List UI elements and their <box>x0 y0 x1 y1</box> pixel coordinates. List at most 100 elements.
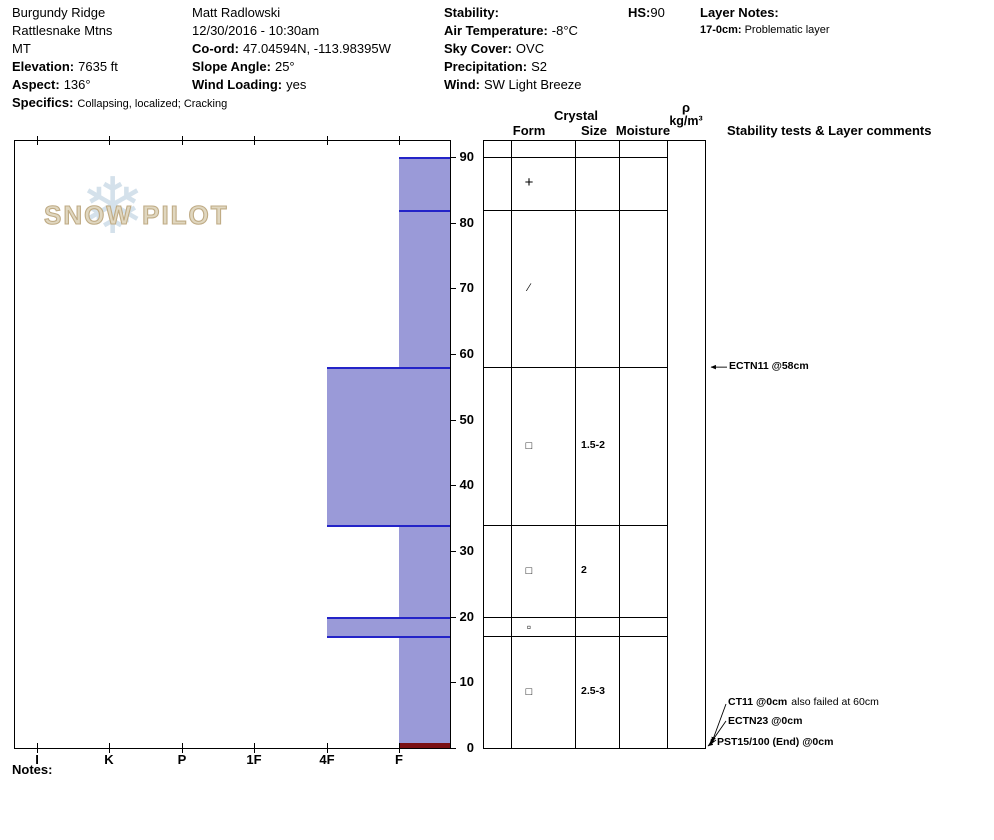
table-grid-vline <box>511 140 512 749</box>
stability-test-label: ECTN23 @0cm <box>728 715 802 727</box>
layer-note-range: 17-0cm: <box>700 24 742 36</box>
table-grid-vline <box>619 140 620 749</box>
wind-loading-line: Wind Loading: yes <box>192 76 391 94</box>
elevation-line: Elevation: 7635 ft <box>12 58 227 76</box>
slope-angle-line: Slope Angle: 25° <box>192 58 391 76</box>
depth-axis-label: 70 <box>459 280 474 295</box>
mountain-range: Rattlesnake Mtns <box>12 23 113 38</box>
observer-name: Matt Radlowski <box>192 5 281 20</box>
layer-boundary-line <box>326 636 450 638</box>
crystal-form-glyph-facets: □ <box>525 564 533 577</box>
layer-notes-block: Layer Notes: 17-0cm: Problematic layer <box>700 4 830 38</box>
depth-axis-label: 90 <box>459 149 474 164</box>
depth-tick <box>451 551 456 552</box>
hardness-axis-label: F <box>395 752 403 767</box>
layer-note: 17-0cm: Problematic layer <box>700 22 830 38</box>
depth-tick <box>451 223 456 224</box>
coord-line: Co-ord: 47.04594N, -113.98395W <box>192 40 391 58</box>
table-row-line <box>483 157 667 158</box>
depth-axis-label: 20 <box>459 609 474 624</box>
table-row-line <box>483 525 667 526</box>
table-row-line <box>483 210 667 211</box>
site-name: Burgundy Ridge <box>12 5 106 20</box>
snowflake-icon: ❄ <box>80 162 146 250</box>
snow-layer-bar <box>399 636 450 748</box>
table-grid-vline <box>705 140 706 749</box>
aspect-value: 136° <box>63 77 91 92</box>
depth-axis-label: 40 <box>459 477 474 492</box>
depth-tick <box>451 288 456 289</box>
elevation-label: Elevation: <box>12 59 75 74</box>
stability-test-label: ECTN11 @58cm <box>729 360 809 373</box>
snow-layer-bar <box>326 616 450 637</box>
specifics-label: Specifics: <box>12 95 74 110</box>
table-grid-vline <box>667 140 668 749</box>
hardness-axis-label: I <box>35 752 39 767</box>
hardness-tick-bottom <box>399 743 400 753</box>
hardness-axis-label: K <box>104 752 114 767</box>
depth-tick <box>451 617 456 618</box>
depth-axis-label: 10 <box>459 674 474 689</box>
state: MT <box>12 41 31 56</box>
conditions-block: Stability: Air Temperature: -8°C Sky Cove… <box>444 4 582 94</box>
air-temp-value: -8°C <box>551 23 578 38</box>
depth-axis-label: 50 <box>459 412 474 427</box>
layer-boundary-line <box>326 617 450 619</box>
air-temp-line: Air Temperature: -8°C <box>444 22 582 40</box>
plot-border-left <box>14 140 15 748</box>
wind-line: Wind: SW Light Breeze <box>444 76 582 94</box>
precipitation-line: Precipitation: S2 <box>444 58 582 76</box>
slope-angle-value: 25° <box>274 59 295 74</box>
hardness-axis-label: P <box>177 752 187 767</box>
layer-boundary-line <box>326 525 450 527</box>
hardness-axis-label: 1F <box>246 752 262 767</box>
stability-test-name: PST15/100 (End) @0cm <box>717 736 834 748</box>
location-block: Burgundy Ridge Rattlesnake Mtns MT Eleva… <box>12 4 227 113</box>
specifics-value: Collapsing, localized; Cracking <box>77 98 228 110</box>
hardness-axis-label: 4F <box>319 752 335 767</box>
depth-axis-label: 80 <box>459 215 474 230</box>
wind-value: SW Light Breeze <box>483 77 582 92</box>
aspect-label: Aspect: <box>12 77 60 92</box>
coord-label: Co-ord: <box>192 41 239 56</box>
crystal-column-header: Crystal <box>553 108 599 123</box>
depth-axis-label: 60 <box>459 346 474 361</box>
depth-tick <box>451 354 456 355</box>
crystal-size-value: 2 <box>581 563 587 576</box>
stability-test-note: also failed at 60cm <box>791 696 879 708</box>
table-row-line <box>483 367 667 368</box>
density-unit-header: kg/m³ <box>669 114 703 128</box>
layer-boundary-line <box>399 210 450 212</box>
layer-note-text: Problematic layer <box>744 24 830 36</box>
hardness-tick-top <box>327 136 328 145</box>
hardness-tick-top <box>109 136 110 145</box>
depth-tick <box>451 485 456 486</box>
specifics-line: Specifics: Collapsing, localized; Crackin… <box>12 94 227 113</box>
density-symbol-header: ρ <box>681 100 691 115</box>
snow-layer-bar <box>399 157 450 210</box>
observer-block: Matt Radlowski 12/30/2016 - 10:30am Co-o… <box>192 4 391 94</box>
hardness-tick-bottom <box>37 743 38 753</box>
plot-border-top <box>14 140 451 141</box>
stability-test-name: CT11 @0cm <box>728 696 788 708</box>
hardness-tick-bottom <box>254 743 255 753</box>
elevation-value: 7635 ft <box>78 59 118 74</box>
stability-test-name: ECTN23 @0cm <box>728 715 803 727</box>
sky-cover-value: OVC <box>515 41 545 56</box>
aspect-line: Aspect: 136° <box>12 76 227 94</box>
crystal-form-glyph-facets-small: ▫ <box>526 619 532 634</box>
snow-layer-bar <box>399 209 450 368</box>
layer-boundary-line <box>399 157 450 159</box>
crystal-form-glyph-precipitation-particles: + <box>524 174 534 192</box>
air-temp-label: Air Temperature: <box>444 23 548 38</box>
plot-border-right <box>450 140 451 748</box>
watermark-text: SNOW PILOT <box>43 199 229 230</box>
stability-column-header: Stability tests & Layer comments <box>727 123 932 138</box>
depth-tick <box>451 420 456 421</box>
wind-loading-value: yes <box>286 77 307 92</box>
layer-notes-title: Layer Notes: <box>700 5 779 20</box>
hardness-tick-top <box>37 136 38 145</box>
